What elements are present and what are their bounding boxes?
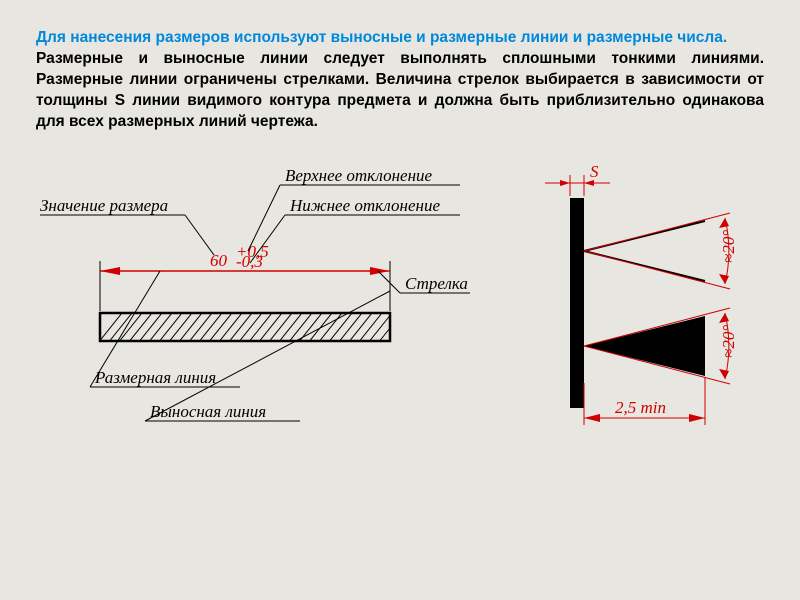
- arrow-open: [584, 221, 705, 281]
- technical-diagram: 60 +0,5 -0,3 Верхнее отклонение Нижнее о…: [0, 143, 800, 463]
- label-s: S: [590, 162, 599, 181]
- label-length: 2,5 min: [615, 398, 666, 417]
- left-diagram: 60 +0,5 -0,3 Верхнее отклонение Нижнее о…: [40, 166, 470, 421]
- label-value: Значение размера: [40, 196, 168, 215]
- angle-bot-label: ≈20°: [719, 324, 738, 357]
- label-arrow: Стрелка: [405, 274, 468, 293]
- label-ext-line: Выносная линия: [150, 402, 266, 421]
- hatched-part: [90, 303, 420, 353]
- lower-tol: -0,3: [236, 252, 263, 271]
- highlight-text: Для нанесения размеров используют выносн…: [36, 29, 727, 46]
- right-diagram: S ≈20°: [545, 162, 738, 425]
- diagram-container: 60 +0,5 -0,3 Верхнее отклонение Нижнее о…: [0, 143, 800, 463]
- label-bot-dev: Нижнее отклонение: [289, 196, 440, 215]
- label-top-dev: Верхнее отклонение: [285, 166, 433, 185]
- s-dimension: S: [545, 162, 610, 196]
- label-dim-line: Размерная линия: [94, 368, 216, 387]
- angle-top: ≈20°: [584, 213, 738, 289]
- body-text: Размерные и выносные линии следует выпол…: [36, 50, 764, 130]
- length-dimension: 2,5 min: [584, 378, 705, 425]
- angle-top-label: ≈20°: [719, 229, 738, 262]
- thick-bar: [570, 198, 584, 408]
- arrow-filled: [584, 316, 705, 376]
- intro-paragraph: Для нанесения размеров используют выносн…: [0, 0, 800, 143]
